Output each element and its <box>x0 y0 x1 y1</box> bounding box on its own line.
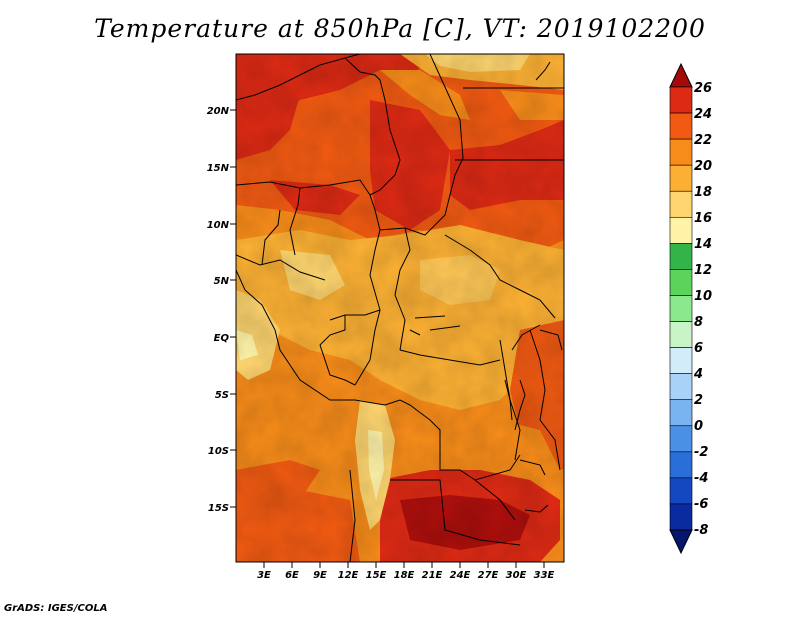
colorbar-swatch <box>669 295 693 322</box>
x-tick-label: 27E <box>478 570 499 581</box>
colorbar-swatch <box>669 425 693 453</box>
colorbar-swatch <box>669 321 693 348</box>
colorbar <box>669 62 693 555</box>
colorbar-label: 22 <box>694 133 712 148</box>
chart-title: Temperature at 850hPa [C], VT: 201910220… <box>94 14 706 43</box>
x-tick-label: 18E <box>394 570 415 581</box>
colorbar-swatch <box>669 164 693 192</box>
colorbar-label: 2 <box>694 393 703 408</box>
colorbar-label: 26 <box>694 81 712 96</box>
colorbar-bottom-triangle <box>669 529 693 555</box>
y-tick-label: 5N <box>214 276 230 287</box>
colorbar-swatch <box>669 216 693 244</box>
colorbar-label: 24 <box>694 107 712 122</box>
colorbar-swatch <box>669 347 693 374</box>
colorbar-label: 4 <box>693 367 703 382</box>
colorbar-swatch <box>669 138 693 166</box>
colorbar-label: 16 <box>694 211 712 226</box>
y-axis <box>230 109 236 508</box>
colorbar-swatch <box>669 477 693 505</box>
colorbar-label: 12 <box>694 263 712 278</box>
y-tick-label: 10N <box>207 220 230 231</box>
x-tick-label: 6E <box>285 570 299 581</box>
colorbar-label: 18 <box>694 185 712 200</box>
colorbar-swatch <box>669 243 693 270</box>
colorbar-top-triangle <box>669 62 693 88</box>
x-axis <box>263 562 545 568</box>
colorbar-swatch <box>669 373 693 401</box>
colorbar-label: 10 <box>694 289 712 304</box>
grads-credit: GrADS: IGES/COLA <box>4 603 108 614</box>
colorbar-swatch <box>669 503 693 531</box>
colorbar-label: 6 <box>694 341 703 356</box>
colorbar-swatch <box>669 86 693 114</box>
y-tick-label: 15N <box>207 163 230 174</box>
colorbar-swatch <box>669 269 693 296</box>
x-tick-label: 3E <box>257 570 271 581</box>
y-tick-label: EQ <box>214 333 230 344</box>
colorbar-swatches <box>669 86 693 531</box>
colorbar-label: 14 <box>694 237 712 252</box>
x-tick-label: 33E <box>534 570 555 581</box>
map-frame <box>235 53 565 563</box>
country-borders <box>236 54 564 562</box>
x-tick-label: 12E <box>338 570 359 581</box>
colorbar-swatch <box>669 399 693 427</box>
x-tick-label: 9E <box>313 570 327 581</box>
colorbar-label: -2 <box>694 445 708 460</box>
colorbar-label: 20 <box>694 159 712 174</box>
colorbar-swatch <box>669 451 693 479</box>
x-tick-label: 15E <box>366 570 387 581</box>
y-tick-label: 5S <box>215 390 229 401</box>
y-tick-label: 20N <box>207 106 230 117</box>
y-tick-label: 15S <box>208 503 229 514</box>
colorbar-swatch <box>669 190 693 218</box>
y-tick-label: 10S <box>208 446 229 457</box>
colorbar-label: 0 <box>694 419 703 434</box>
colorbar-swatch <box>669 112 693 140</box>
colorbar-label: -4 <box>694 471 708 486</box>
x-tick-label: 21E <box>422 570 443 581</box>
x-tick-label: 30E <box>506 570 527 581</box>
colorbar-label: -6 <box>694 497 708 512</box>
x-tick-label: 24E <box>450 570 471 581</box>
colorbar-label: -8 <box>694 523 708 538</box>
colorbar-label: 8 <box>694 315 703 330</box>
